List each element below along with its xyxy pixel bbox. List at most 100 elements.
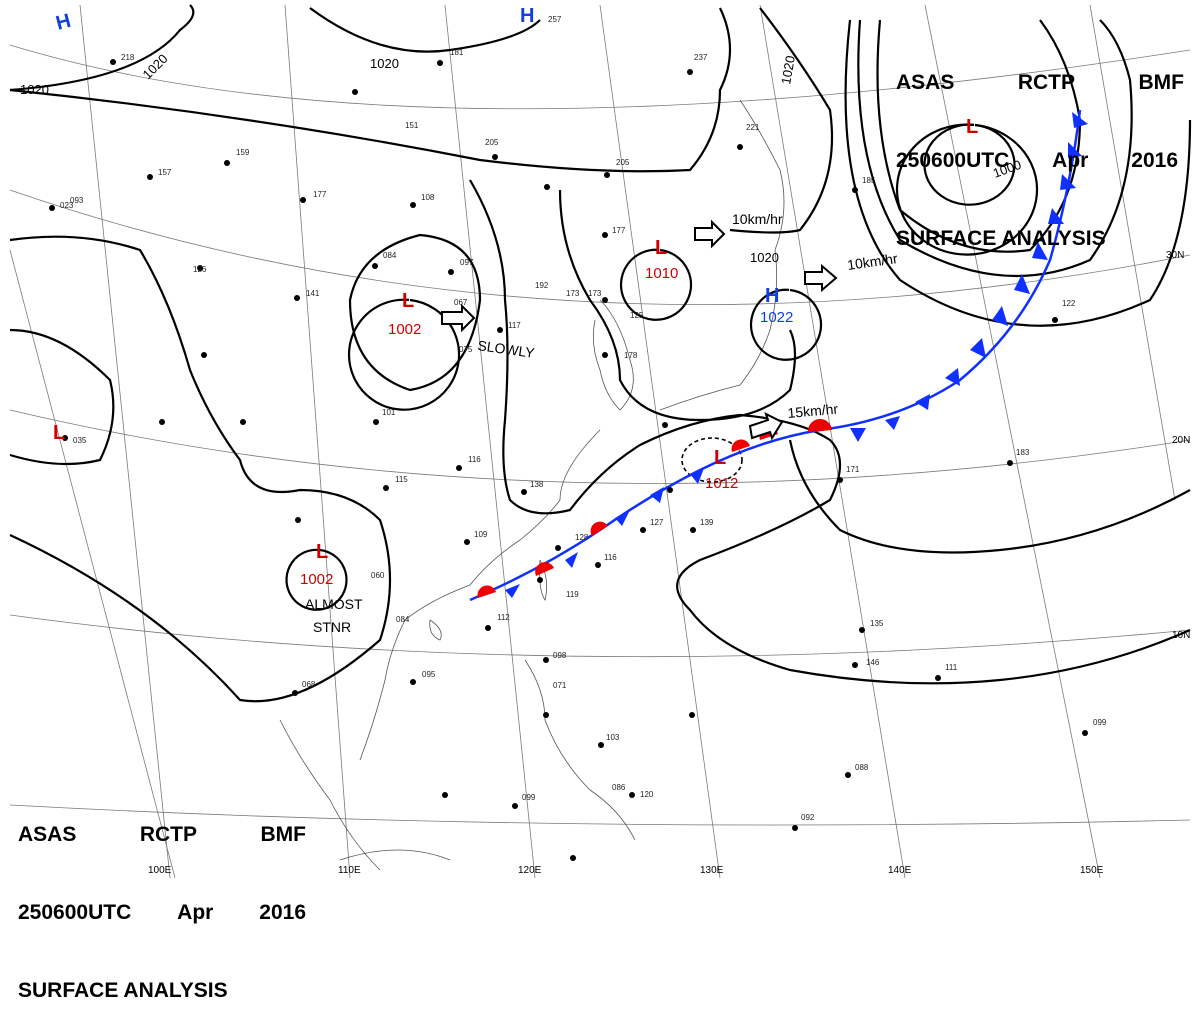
isobar-label: 1020 (20, 82, 49, 97)
motion-speed-label: ALMOST (305, 596, 363, 612)
isobar-ne-outer2 (857, 19, 1133, 278)
isobar-label: 1020 (750, 250, 779, 265)
low-center-pressure: 1010 (645, 265, 678, 282)
isobar-1000-ring (923, 123, 1016, 206)
station-value: 122 (1062, 299, 1076, 308)
cold-front-symbol (945, 368, 960, 386)
station-dot (442, 792, 448, 798)
station-dot (602, 352, 608, 358)
station-dot (555, 545, 561, 551)
coast-korea (592, 299, 634, 411)
motion-speed-label: STNR (313, 619, 351, 635)
station-value: 099 (1093, 718, 1107, 727)
station-value: 127 (650, 518, 664, 527)
station-markers (49, 59, 1088, 861)
station-value: 119 (566, 590, 579, 599)
cold-front-symbol (505, 584, 520, 598)
cold-front-symbol (565, 552, 578, 568)
latitude-label: 10N (1172, 630, 1190, 641)
isobar-big-south (469, 179, 1191, 685)
weak-isobars (681, 437, 743, 483)
station-dot (1052, 317, 1058, 323)
station-value: 157 (158, 168, 172, 177)
latitude-line-40n (9, 44, 1191, 110)
header-product: ASAS (896, 71, 955, 94)
station-value: 117 (508, 321, 521, 330)
station-dot (662, 422, 668, 428)
low-center-letter: L (316, 541, 328, 563)
longitude-label: 140E (888, 865, 912, 876)
station-value: 237 (694, 53, 708, 62)
station-dot (595, 562, 601, 568)
station-value: 178 (624, 351, 638, 360)
isobar-1020-ring (749, 288, 823, 361)
longitude-label: 110E (338, 865, 361, 876)
station-value: 185 (862, 176, 876, 185)
header-station: RCTP (1017, 71, 1076, 94)
station-value: 023 (60, 201, 74, 210)
isobar-labels: 1020 1020 1020 1020 1020 1000 (20, 51, 1023, 265)
coast-philippines (524, 659, 636, 841)
motion-arrow-1010 (694, 219, 726, 249)
motion-arrow-mongolia (441, 303, 476, 333)
latitude-line-30n (9, 189, 1191, 305)
station-dot (792, 825, 798, 831)
low-center-letter: L (966, 116, 978, 138)
cold-front-symbol (1068, 142, 1082, 158)
station-dot (110, 59, 116, 65)
station-value: 125 (630, 311, 644, 320)
header-line-1: ASAS RCTP BMF (896, 70, 1184, 96)
meridian-90e (9, 249, 176, 878)
station-dot (159, 419, 165, 425)
header-code: BMF (260, 823, 307, 846)
high-center-pressure: 1022 (760, 309, 793, 326)
station-dot (837, 477, 843, 483)
station-dot (512, 803, 518, 809)
station-value: 071 (553, 681, 567, 690)
graticule (9, 4, 1191, 878)
cold-front-symbol (992, 306, 1008, 326)
station-value: 088 (855, 763, 869, 772)
header-line-2: 250600UTC Apr 2016 (18, 900, 306, 926)
pressure-centers: L L 1010 H 1022 L 1002 L L 1002 L 1012 H… (53, 5, 978, 588)
header-time: 250600UTC (896, 149, 1010, 172)
station-value: 128 (575, 533, 589, 542)
coast-indochina (279, 719, 381, 871)
station-value: 138 (530, 480, 544, 489)
station-value: 101 (382, 408, 396, 417)
motion-speed-label: 10km/hr (846, 250, 899, 273)
isobar-japan-arc (558, 189, 797, 422)
station-value: 126 (193, 265, 207, 274)
longitude-label: 100E (148, 865, 172, 876)
station-dot (292, 690, 298, 696)
station-dot (464, 539, 470, 545)
station-dot (690, 527, 696, 533)
isobars (9, 4, 1192, 703)
station-dot (570, 855, 576, 861)
coastlines (279, 99, 785, 871)
station-value: 173 (566, 289, 580, 298)
station-dot (410, 202, 416, 208)
station-dot (372, 263, 378, 269)
chart-header-top: ASAS RCTP BMF 250600UTC Apr 2016 SURFACE… (896, 18, 1184, 278)
station-value: 084 (383, 251, 397, 260)
isobar-low-1002-outer (348, 233, 482, 392)
motion-labels: 10km/hr 10km/hr SLOWLY 15km/hr ALMOST ST… (305, 211, 899, 635)
station-dot (598, 742, 604, 748)
station-value: 111 (945, 663, 958, 672)
motion-speed-label: 10km/hr (732, 211, 783, 227)
station-value: 183 (1016, 448, 1030, 457)
isobar-low-1010 (619, 248, 693, 321)
station-value: 067 (454, 298, 468, 307)
station-dot (456, 465, 462, 471)
isobar-label: 1020 (370, 56, 399, 71)
station-value: 192 (535, 281, 549, 290)
coast-china (359, 429, 601, 761)
station-dot (485, 625, 491, 631)
station-value: 097 (460, 258, 474, 267)
cold-front-symbol (885, 416, 900, 430)
header-time: 250600UTC (18, 901, 132, 924)
station-values: 218 181 205 157 159 151 177 108 205 173 … (60, 15, 1107, 822)
cold-front-symbol (850, 428, 866, 442)
low-center-letter: L (402, 290, 414, 312)
